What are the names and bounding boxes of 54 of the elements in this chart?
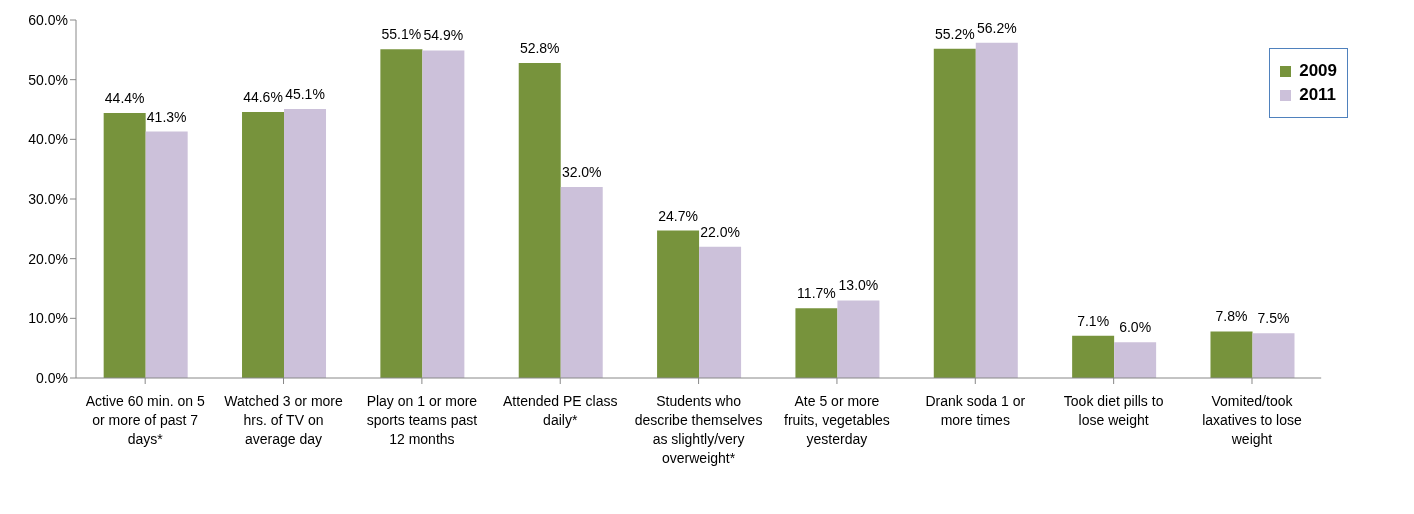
data-label: 44.6% bbox=[243, 88, 283, 105]
y-tick-label: 20.0% bbox=[28, 250, 68, 267]
bar bbox=[103, 113, 146, 378]
data-label: 41.3% bbox=[146, 108, 187, 125]
bar bbox=[933, 48, 976, 378]
x-tick-label: Attended PE class daily* bbox=[503, 393, 618, 428]
y-tick-label: 10.0% bbox=[28, 310, 68, 327]
data-label: 7.1% bbox=[1077, 312, 1110, 329]
x-tick-label: Vomited/took laxatives to lose weight bbox=[1202, 393, 1303, 447]
data-label: 7.8% bbox=[1215, 308, 1248, 325]
bar bbox=[1072, 335, 1115, 378]
bar bbox=[1252, 333, 1295, 378]
x-tick-label: Took diet pills to lose weight bbox=[1063, 393, 1164, 428]
bar bbox=[795, 308, 838, 378]
legend-label: 2011 bbox=[1299, 85, 1337, 105]
y-tick-label: 40.0% bbox=[28, 131, 68, 148]
bar bbox=[560, 187, 603, 378]
x-tick-label: Play on 1 or more sports teams past 12 months bbox=[366, 393, 478, 447]
data-label: 44.4% bbox=[104, 90, 145, 107]
x-tick-label: Ate 5 or more fruits, vegetables yesterday bbox=[784, 393, 890, 447]
bar bbox=[422, 50, 465, 378]
y-tick-label: 30.0% bbox=[28, 190, 68, 207]
data-label: 22.0% bbox=[700, 223, 740, 240]
bar bbox=[284, 108, 327, 378]
data-label: 52.8% bbox=[519, 39, 560, 56]
data-label: 55.1% bbox=[381, 26, 422, 43]
data-label: 6.0% bbox=[1119, 319, 1152, 336]
x-tick-label: Students who describe themselves as slightly/very overweight* bbox=[634, 393, 763, 466]
data-label: 13.0% bbox=[838, 277, 879, 294]
data-label: 24.7% bbox=[658, 207, 698, 224]
y-tick-label: 50.0% bbox=[28, 71, 68, 88]
data-label: 54.9% bbox=[423, 27, 464, 44]
bar bbox=[242, 111, 285, 378]
bar bbox=[1114, 342, 1157, 378]
bar bbox=[380, 49, 423, 378]
x-tick-label: Active 60 min. on 5 or more of past 7 days* bbox=[85, 393, 205, 447]
data-label: 11.7% bbox=[797, 285, 836, 302]
bar bbox=[518, 62, 561, 378]
data-label: 45.1% bbox=[285, 85, 325, 102]
x-tick-label: Drank soda 1 or more times bbox=[925, 393, 1026, 428]
data-label: 7.5% bbox=[1257, 310, 1290, 327]
bar bbox=[145, 131, 188, 378]
y-tick-label: 0.0% bbox=[36, 369, 68, 386]
legend-label: 2009 bbox=[1299, 61, 1337, 81]
data-label: 55.2% bbox=[934, 25, 975, 42]
data-label: 56.2% bbox=[976, 19, 1017, 36]
bar bbox=[657, 230, 700, 378]
bar bbox=[837, 300, 880, 378]
y-tick-label: 60.0% bbox=[28, 11, 68, 28]
x-tick-label: Watched 3 or more hrs. of TV on average day bbox=[224, 393, 344, 447]
bar bbox=[699, 246, 742, 378]
bar bbox=[1210, 331, 1253, 378]
data-label: 32.0% bbox=[561, 164, 602, 181]
bar bbox=[975, 42, 1018, 378]
